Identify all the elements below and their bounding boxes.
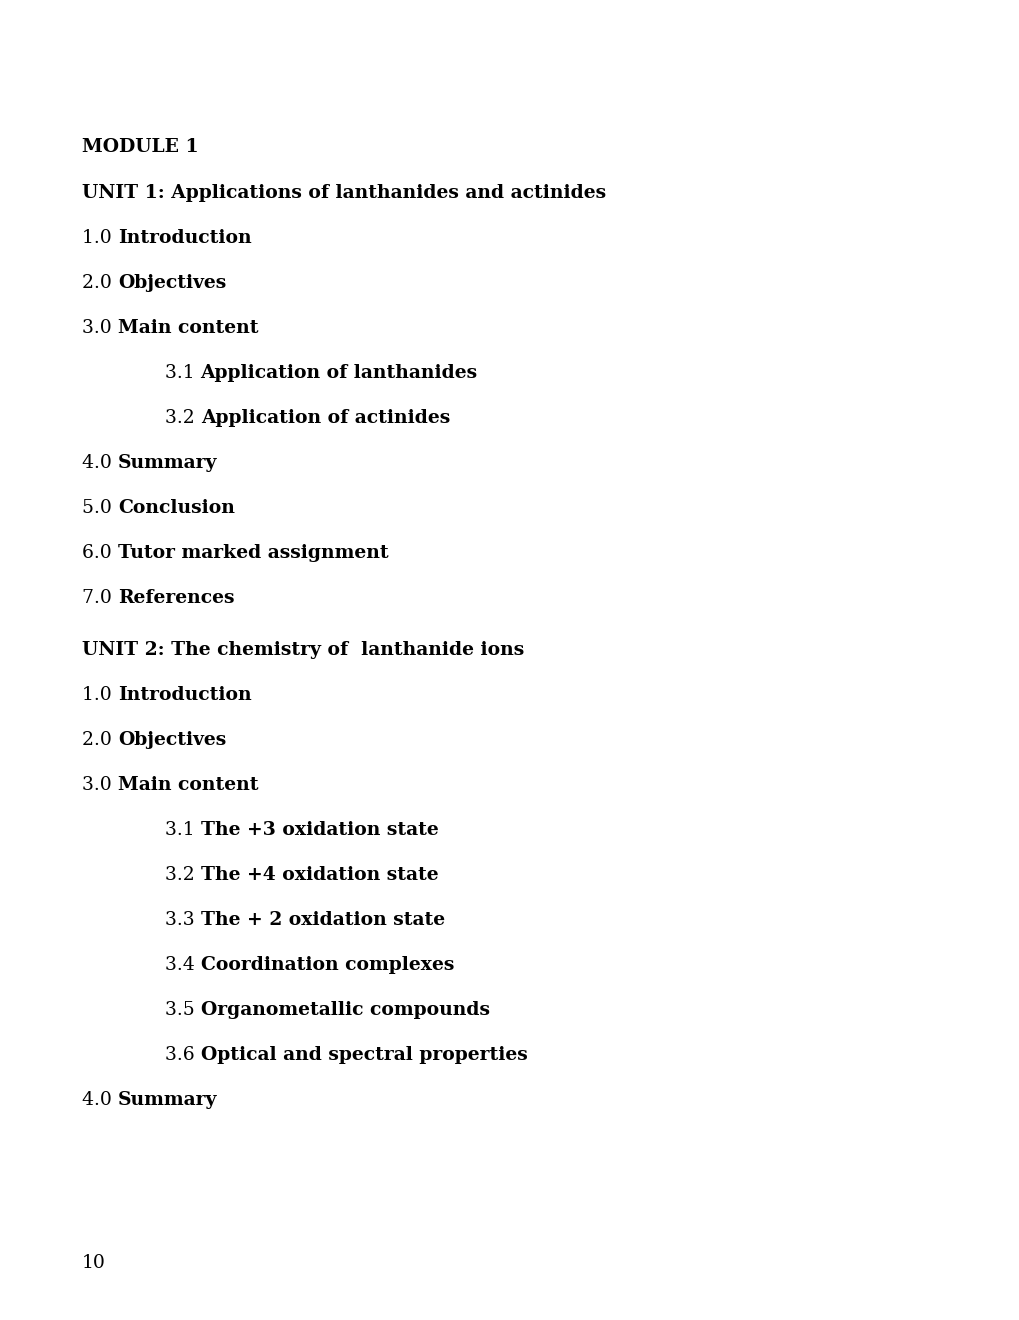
Text: References: References [118,589,234,607]
Text: Application of lanthanides: Application of lanthanides [201,364,477,381]
Text: Organometallic compounds: Organometallic compounds [201,1001,489,1019]
Text: 3.1: 3.1 [165,364,201,381]
Text: Introduction: Introduction [117,686,251,704]
Text: 3.0: 3.0 [82,776,117,795]
Text: Objectives: Objectives [118,275,226,292]
Text: 6.0: 6.0 [82,544,117,562]
Text: 3.2: 3.2 [165,866,201,884]
Text: 3.2: 3.2 [165,409,201,426]
Text: 2.0: 2.0 [82,275,118,292]
Text: 3.4: 3.4 [165,956,201,974]
Text: Coordination complexes: Coordination complexes [201,956,453,974]
Text: 7.0: 7.0 [82,589,118,607]
Text: Conclusion: Conclusion [118,499,234,517]
Text: Application of actinides: Application of actinides [201,409,449,426]
Text: Main content: Main content [117,319,258,337]
Text: 3.6: 3.6 [165,1045,201,1064]
Text: The +3 oxidation state: The +3 oxidation state [201,821,438,840]
Text: Introduction: Introduction [117,228,251,247]
Text: 3.5: 3.5 [165,1001,201,1019]
Text: 3.0: 3.0 [82,319,117,337]
Text: The + 2 oxidation state: The + 2 oxidation state [201,911,444,929]
Text: 2.0: 2.0 [82,731,118,748]
Text: Summary: Summary [118,1092,217,1109]
Text: 4.0: 4.0 [82,454,118,473]
Text: 3.1: 3.1 [165,821,201,840]
Text: 10: 10 [82,1254,106,1272]
Text: UNIT 1: Applications of lanthanides and actinides: UNIT 1: Applications of lanthanides and … [82,183,605,202]
Text: Objectives: Objectives [118,731,226,748]
Text: 5.0: 5.0 [82,499,118,517]
Text: The +4 oxidation state: The +4 oxidation state [201,866,438,884]
Text: 4.0: 4.0 [82,1092,118,1109]
Text: MODULE 1: MODULE 1 [82,139,199,156]
Text: 1.0: 1.0 [82,686,117,704]
Text: Summary: Summary [118,454,217,473]
Text: Optical and spectral properties: Optical and spectral properties [201,1045,527,1064]
Text: Main content: Main content [117,776,258,795]
Text: Tutor marked assignment: Tutor marked assignment [117,544,388,562]
Text: 1.0: 1.0 [82,228,117,247]
Text: UNIT 2: The chemistry of  lanthanide ions: UNIT 2: The chemistry of lanthanide ions [82,642,524,659]
Text: 3.3: 3.3 [165,911,201,929]
